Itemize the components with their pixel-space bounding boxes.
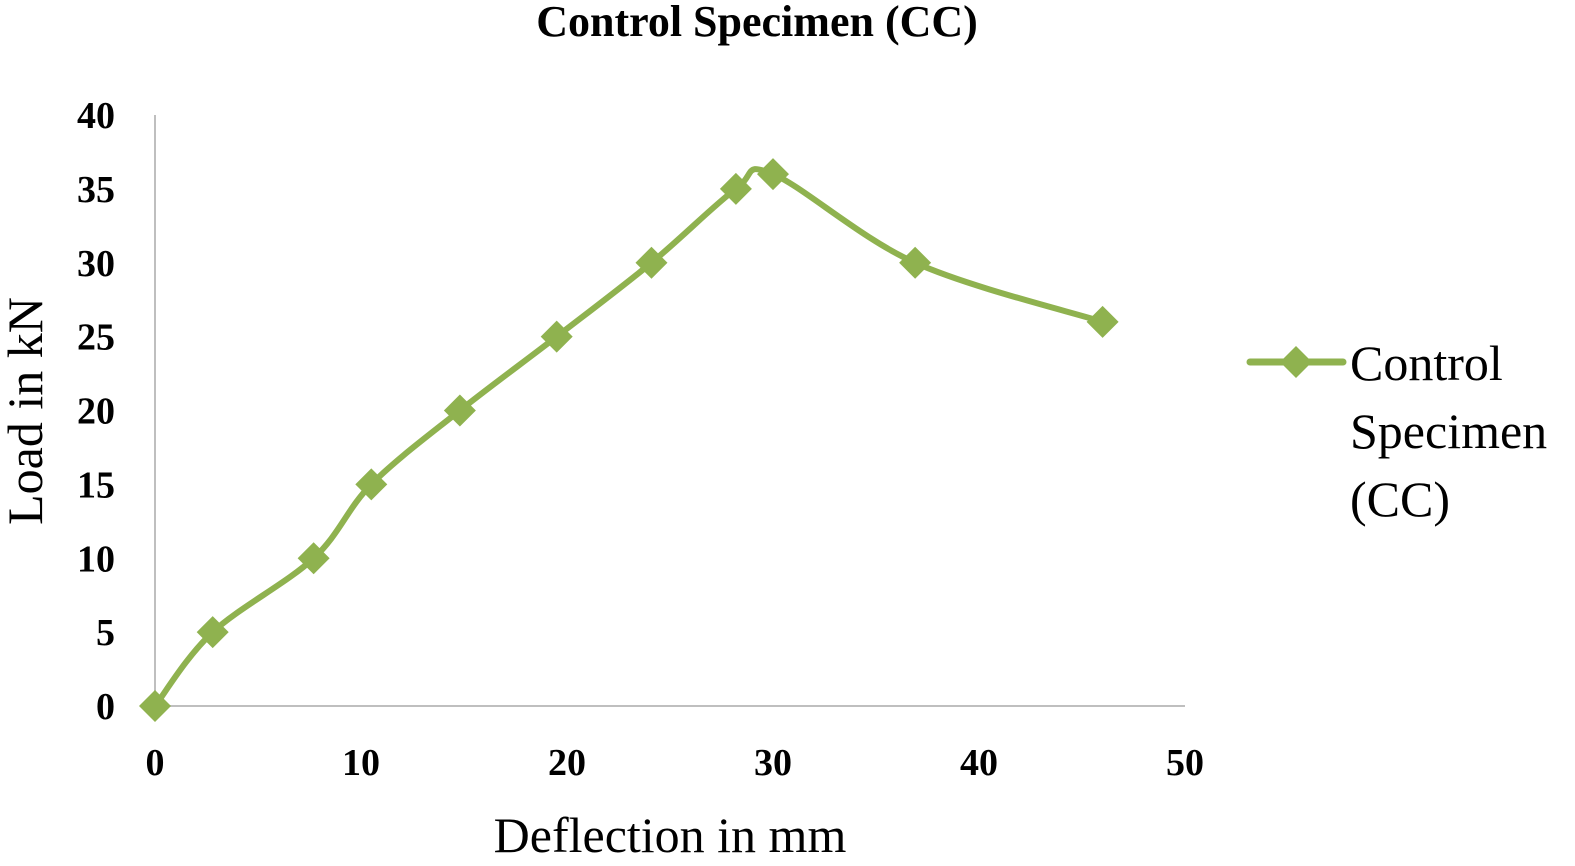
series-layer [139,158,1119,722]
series-line [152,166,1106,709]
data-point-marker [899,246,932,279]
y-tick-label: 25 [77,317,115,359]
data-point-marker [757,158,789,191]
y-tick-label: 5 [96,612,115,654]
y-tick-label: 20 [77,391,115,433]
data-point-marker [297,542,330,575]
legend-marker [1280,346,1312,378]
data-point-marker [1086,305,1119,338]
legend-label-line: Specimen [1350,403,1547,459]
legend-label-line: Control [1350,335,1503,391]
data-point-marker [540,320,573,353]
y-tick-label: 10 [77,538,115,580]
data-point-marker [355,468,388,501]
y-axis-label: Load in kN [0,297,53,525]
legend-label: Control Specimen (CC) [1350,335,1547,527]
data-point-marker [719,172,752,205]
x-axis-label: Deflection in mm [494,807,847,861]
tick-labels: 0 5 10 15 20 25 30 35 40 0 10 20 30 40 50 [77,95,1204,784]
legend: Control Specimen (CC) [1246,335,1547,527]
data-point-marker [139,690,171,722]
x-tick-label: 30 [754,742,792,784]
chart-title: Control Specimen (CC) [536,0,978,46]
axes [154,115,1185,707]
x-tick-label: 40 [960,742,998,784]
y-tick-label: 0 [96,686,115,728]
y-tick-label: 15 [77,464,115,506]
x-tick-label: 50 [1166,742,1204,784]
x-tick-label: 20 [548,742,586,784]
data-point-marker [443,394,476,427]
data-point-marker [196,616,229,649]
x-tick-label: 0 [146,742,165,784]
data-point-marker [635,246,668,279]
x-tick-label: 10 [342,742,380,784]
y-tick-label: 35 [77,169,115,211]
legend-label-line: (CC) [1350,471,1450,527]
y-tick-label: 30 [77,243,115,285]
y-tick-label: 40 [77,95,115,137]
